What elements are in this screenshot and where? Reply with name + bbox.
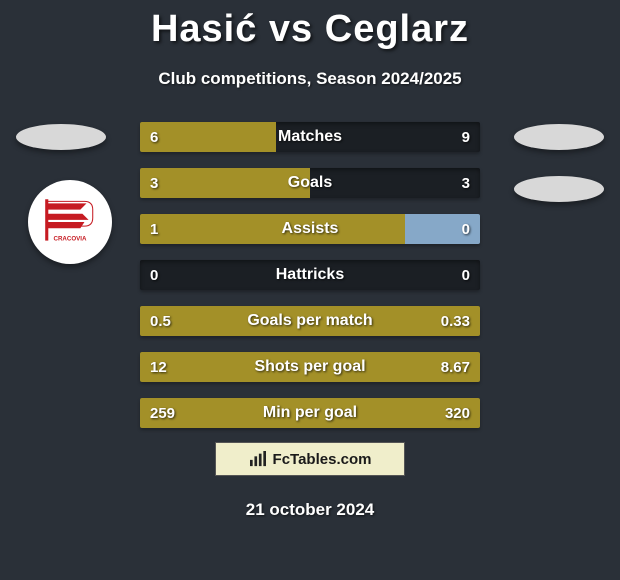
stat-right-value: 8.67 bbox=[441, 352, 470, 382]
stat-row-goals-per-match: 0.5 Goals per match 0.33 bbox=[140, 306, 480, 336]
date-label: 21 october 2024 bbox=[0, 500, 620, 520]
club-badge-left: CRACOVIA bbox=[28, 180, 112, 264]
club-badge-placeholder-right bbox=[514, 176, 604, 202]
player-photo-placeholder-left bbox=[16, 124, 106, 150]
stat-label: Min per goal bbox=[140, 398, 480, 428]
chart-bars-icon bbox=[249, 451, 267, 467]
subtitle: Club competitions, Season 2024/2025 bbox=[0, 69, 620, 89]
stat-label: Hattricks bbox=[140, 260, 480, 290]
stat-right-value: 9 bbox=[462, 122, 470, 152]
stat-right-value: 320 bbox=[445, 398, 470, 428]
stat-label: Assists bbox=[140, 214, 480, 244]
stat-row-assists: 1 Assists 0 bbox=[140, 214, 480, 244]
player-photo-placeholder-right bbox=[514, 124, 604, 150]
stat-label: Goals bbox=[140, 168, 480, 198]
stat-label: Goals per match bbox=[140, 306, 480, 336]
stat-row-hattricks: 0 Hattricks 0 bbox=[140, 260, 480, 290]
stat-right-value: 3 bbox=[462, 168, 470, 198]
stat-row-min-per-goal: 259 Min per goal 320 bbox=[140, 398, 480, 428]
brand-link[interactable]: FcTables.com bbox=[215, 442, 405, 476]
stat-row-goals: 3 Goals 3 bbox=[140, 168, 480, 198]
brand-name: FcTables.com bbox=[273, 451, 372, 468]
stat-row-matches: 6 Matches 9 bbox=[140, 122, 480, 152]
stat-right-value: 0.33 bbox=[441, 306, 470, 336]
stat-label: Shots per goal bbox=[140, 352, 480, 382]
cracovia-flag-icon: CRACOVIA bbox=[39, 191, 101, 253]
stat-label: Matches bbox=[140, 122, 480, 152]
stat-row-shots-per-goal: 12 Shots per goal 8.67 bbox=[140, 352, 480, 382]
stats-bars: 6 Matches 9 3 Goals 3 1 Assists 0 0 Hatt… bbox=[140, 122, 480, 444]
stat-right-value: 0 bbox=[462, 260, 470, 290]
page-title: Hasić vs Ceglarz bbox=[0, 0, 620, 51]
stat-right-value: 0 bbox=[462, 214, 470, 244]
svg-text:CRACOVIA: CRACOVIA bbox=[53, 236, 87, 243]
